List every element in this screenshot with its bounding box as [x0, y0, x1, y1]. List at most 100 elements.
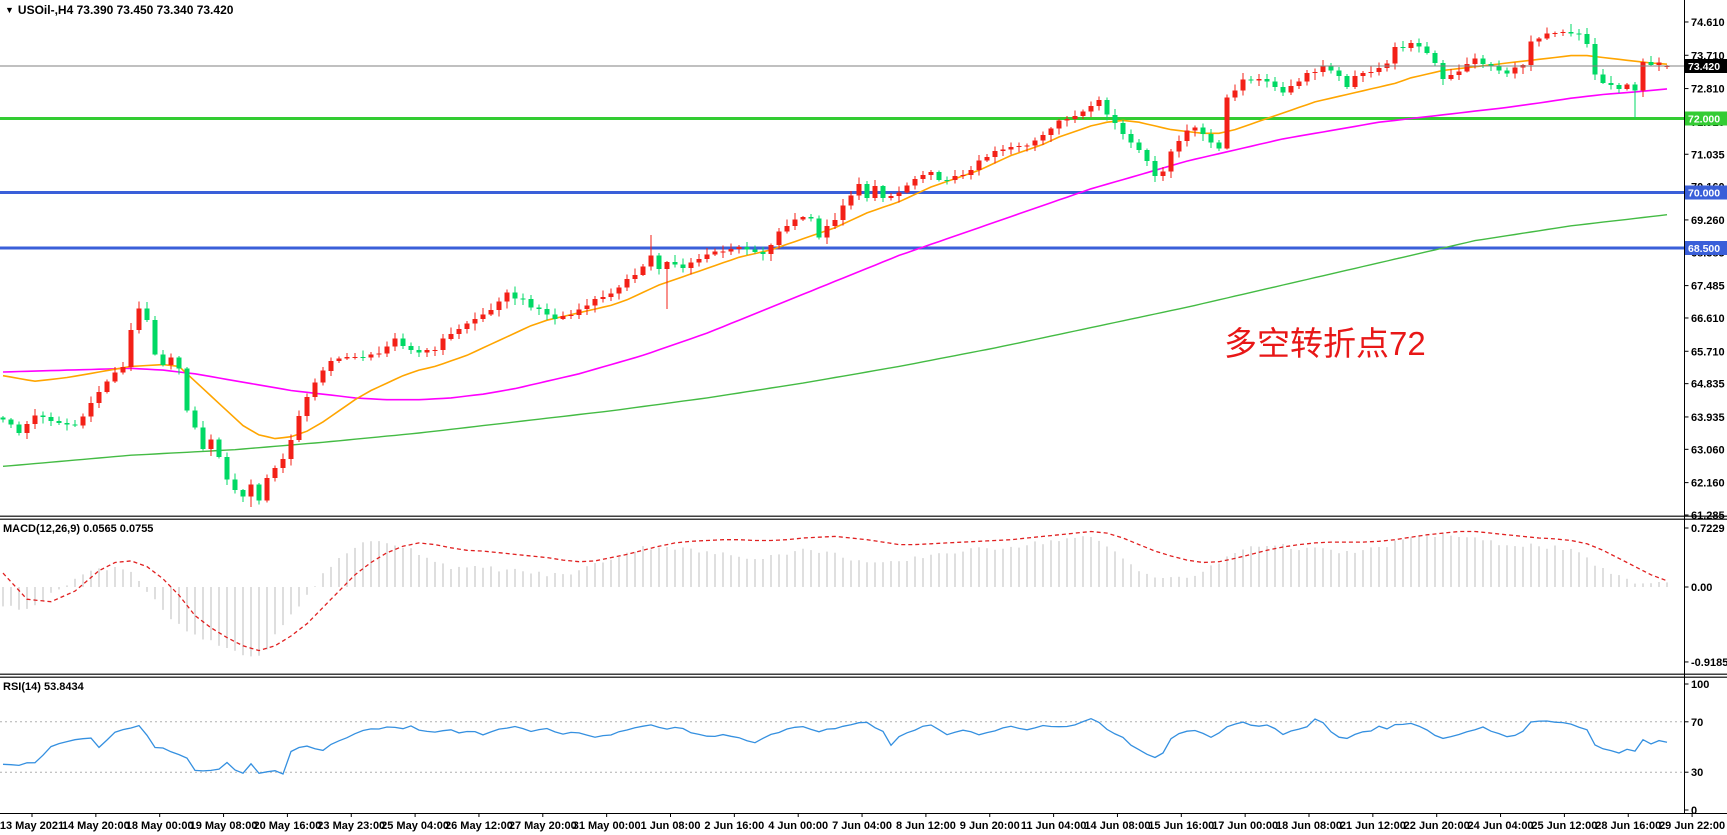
candle-body [1360, 73, 1366, 76]
candle-body [576, 309, 582, 315]
candle-body [952, 176, 958, 181]
candlesticks [0, 23, 1670, 507]
price-tick-label: 62.160 [1691, 478, 1725, 490]
time-tick-label: 31 May 00:00 [573, 820, 641, 832]
level-value: 72.000 [1688, 114, 1720, 126]
candle-body [416, 349, 422, 353]
candle-body [520, 298, 526, 300]
candle-body [1584, 33, 1590, 45]
candle-body [1176, 140, 1182, 152]
candle-body [1288, 85, 1294, 93]
candle-body [960, 174, 966, 176]
candle-body [1600, 74, 1606, 83]
candle-body [480, 314, 486, 319]
candle-body [432, 349, 438, 351]
candle-body [1560, 32, 1566, 34]
candle-body [168, 357, 174, 365]
time-tick-label: 19 May 08:00 [190, 820, 258, 832]
candle-body [928, 172, 934, 175]
time-tick-label: 13 May 2021 [0, 820, 64, 832]
candle-body [896, 192, 902, 196]
candle-body [664, 262, 670, 269]
candle-body [1392, 46, 1398, 64]
candle-body [1408, 43, 1414, 49]
candle-body [1504, 70, 1510, 74]
time-tick-label: 9 Jun 20:00 [960, 820, 1020, 832]
candle-body [608, 293, 614, 297]
candle-body [1616, 85, 1622, 89]
candle-body [1272, 81, 1278, 88]
level-value: 68.500 [1688, 243, 1720, 255]
candle-body [1152, 160, 1158, 176]
candle-body [440, 338, 446, 350]
candle-body [592, 298, 598, 306]
time-tick-label: 21 Jun 12:00 [1340, 820, 1406, 832]
time-tick-label: 11 Jun 04:00 [1021, 820, 1086, 832]
candle-body [1024, 145, 1030, 147]
candle-body [800, 217, 806, 220]
candle-body [32, 415, 38, 424]
candle-body [1128, 134, 1134, 143]
candle-body [696, 258, 702, 263]
level-box: 70.000 [1685, 185, 1727, 200]
chart-annotation: 多空转折点72 [1224, 325, 1426, 362]
candle-body [544, 308, 550, 315]
candle-body [144, 308, 150, 320]
candle-body [1352, 75, 1358, 87]
price-tick-label: 64.835 [1691, 379, 1725, 391]
candle-body [320, 370, 326, 383]
candle-body [376, 353, 382, 355]
macd-tick-label: 0.00 [1691, 582, 1712, 594]
rsi-tick-label: 70 [1691, 717, 1703, 729]
candle-body [1376, 68, 1382, 73]
candle-body [888, 195, 894, 198]
candle-body [200, 427, 206, 449]
candle-body [496, 301, 502, 311]
candle-body [1624, 84, 1630, 89]
ma-mid-magenta-line [2, 88, 1668, 401]
candle-body [1008, 147, 1014, 150]
price-tick-label: 61.285 [1691, 510, 1725, 522]
candle-body [232, 479, 238, 490]
candle-body [904, 185, 910, 193]
rsi-tick-label: 0 [1691, 805, 1697, 817]
candle-body [328, 361, 334, 371]
candle-body [1096, 99, 1102, 106]
candle-body [96, 391, 102, 404]
candle-body [720, 251, 726, 253]
price-tick-label: 67.485 [1691, 281, 1725, 293]
candle-body [976, 160, 982, 170]
candle-body [312, 382, 318, 398]
candle-body [1032, 140, 1038, 146]
time-tick-label: 28 Jun 16:00 [1595, 820, 1661, 832]
candle-body [528, 299, 534, 308]
candle-body [856, 184, 862, 196]
candle-body [1120, 122, 1126, 135]
candle-body [1296, 81, 1302, 86]
candle-body [192, 410, 198, 428]
time-tick-label: 24 Jun 04:00 [1468, 820, 1534, 832]
candle-body [1536, 38, 1542, 42]
time-tick-label: 25 Jun 12:00 [1531, 820, 1597, 832]
candle-body [1416, 43, 1422, 47]
candle-body [656, 255, 662, 269]
candle-body [392, 338, 398, 347]
candle-body [1040, 135, 1046, 141]
time-tick-label: 18 May 00:00 [126, 820, 194, 832]
candle-body [16, 424, 22, 433]
current-price-value: 73.420 [1688, 61, 1720, 73]
candle-body [368, 354, 374, 358]
candle-body [1104, 99, 1110, 115]
candle-body [272, 467, 278, 478]
candle-body [248, 484, 254, 497]
rsi-panel [0, 717, 1685, 775]
price-tick-label: 69.260 [1691, 215, 1725, 227]
candle-body [1568, 32, 1574, 34]
level-value: 70.000 [1688, 188, 1720, 200]
rsi-tick-label: 100 [1691, 679, 1709, 691]
candle-body [640, 266, 646, 275]
candle-body [280, 458, 286, 468]
symbol-dropdown-icon[interactable]: ▼ [5, 5, 14, 15]
